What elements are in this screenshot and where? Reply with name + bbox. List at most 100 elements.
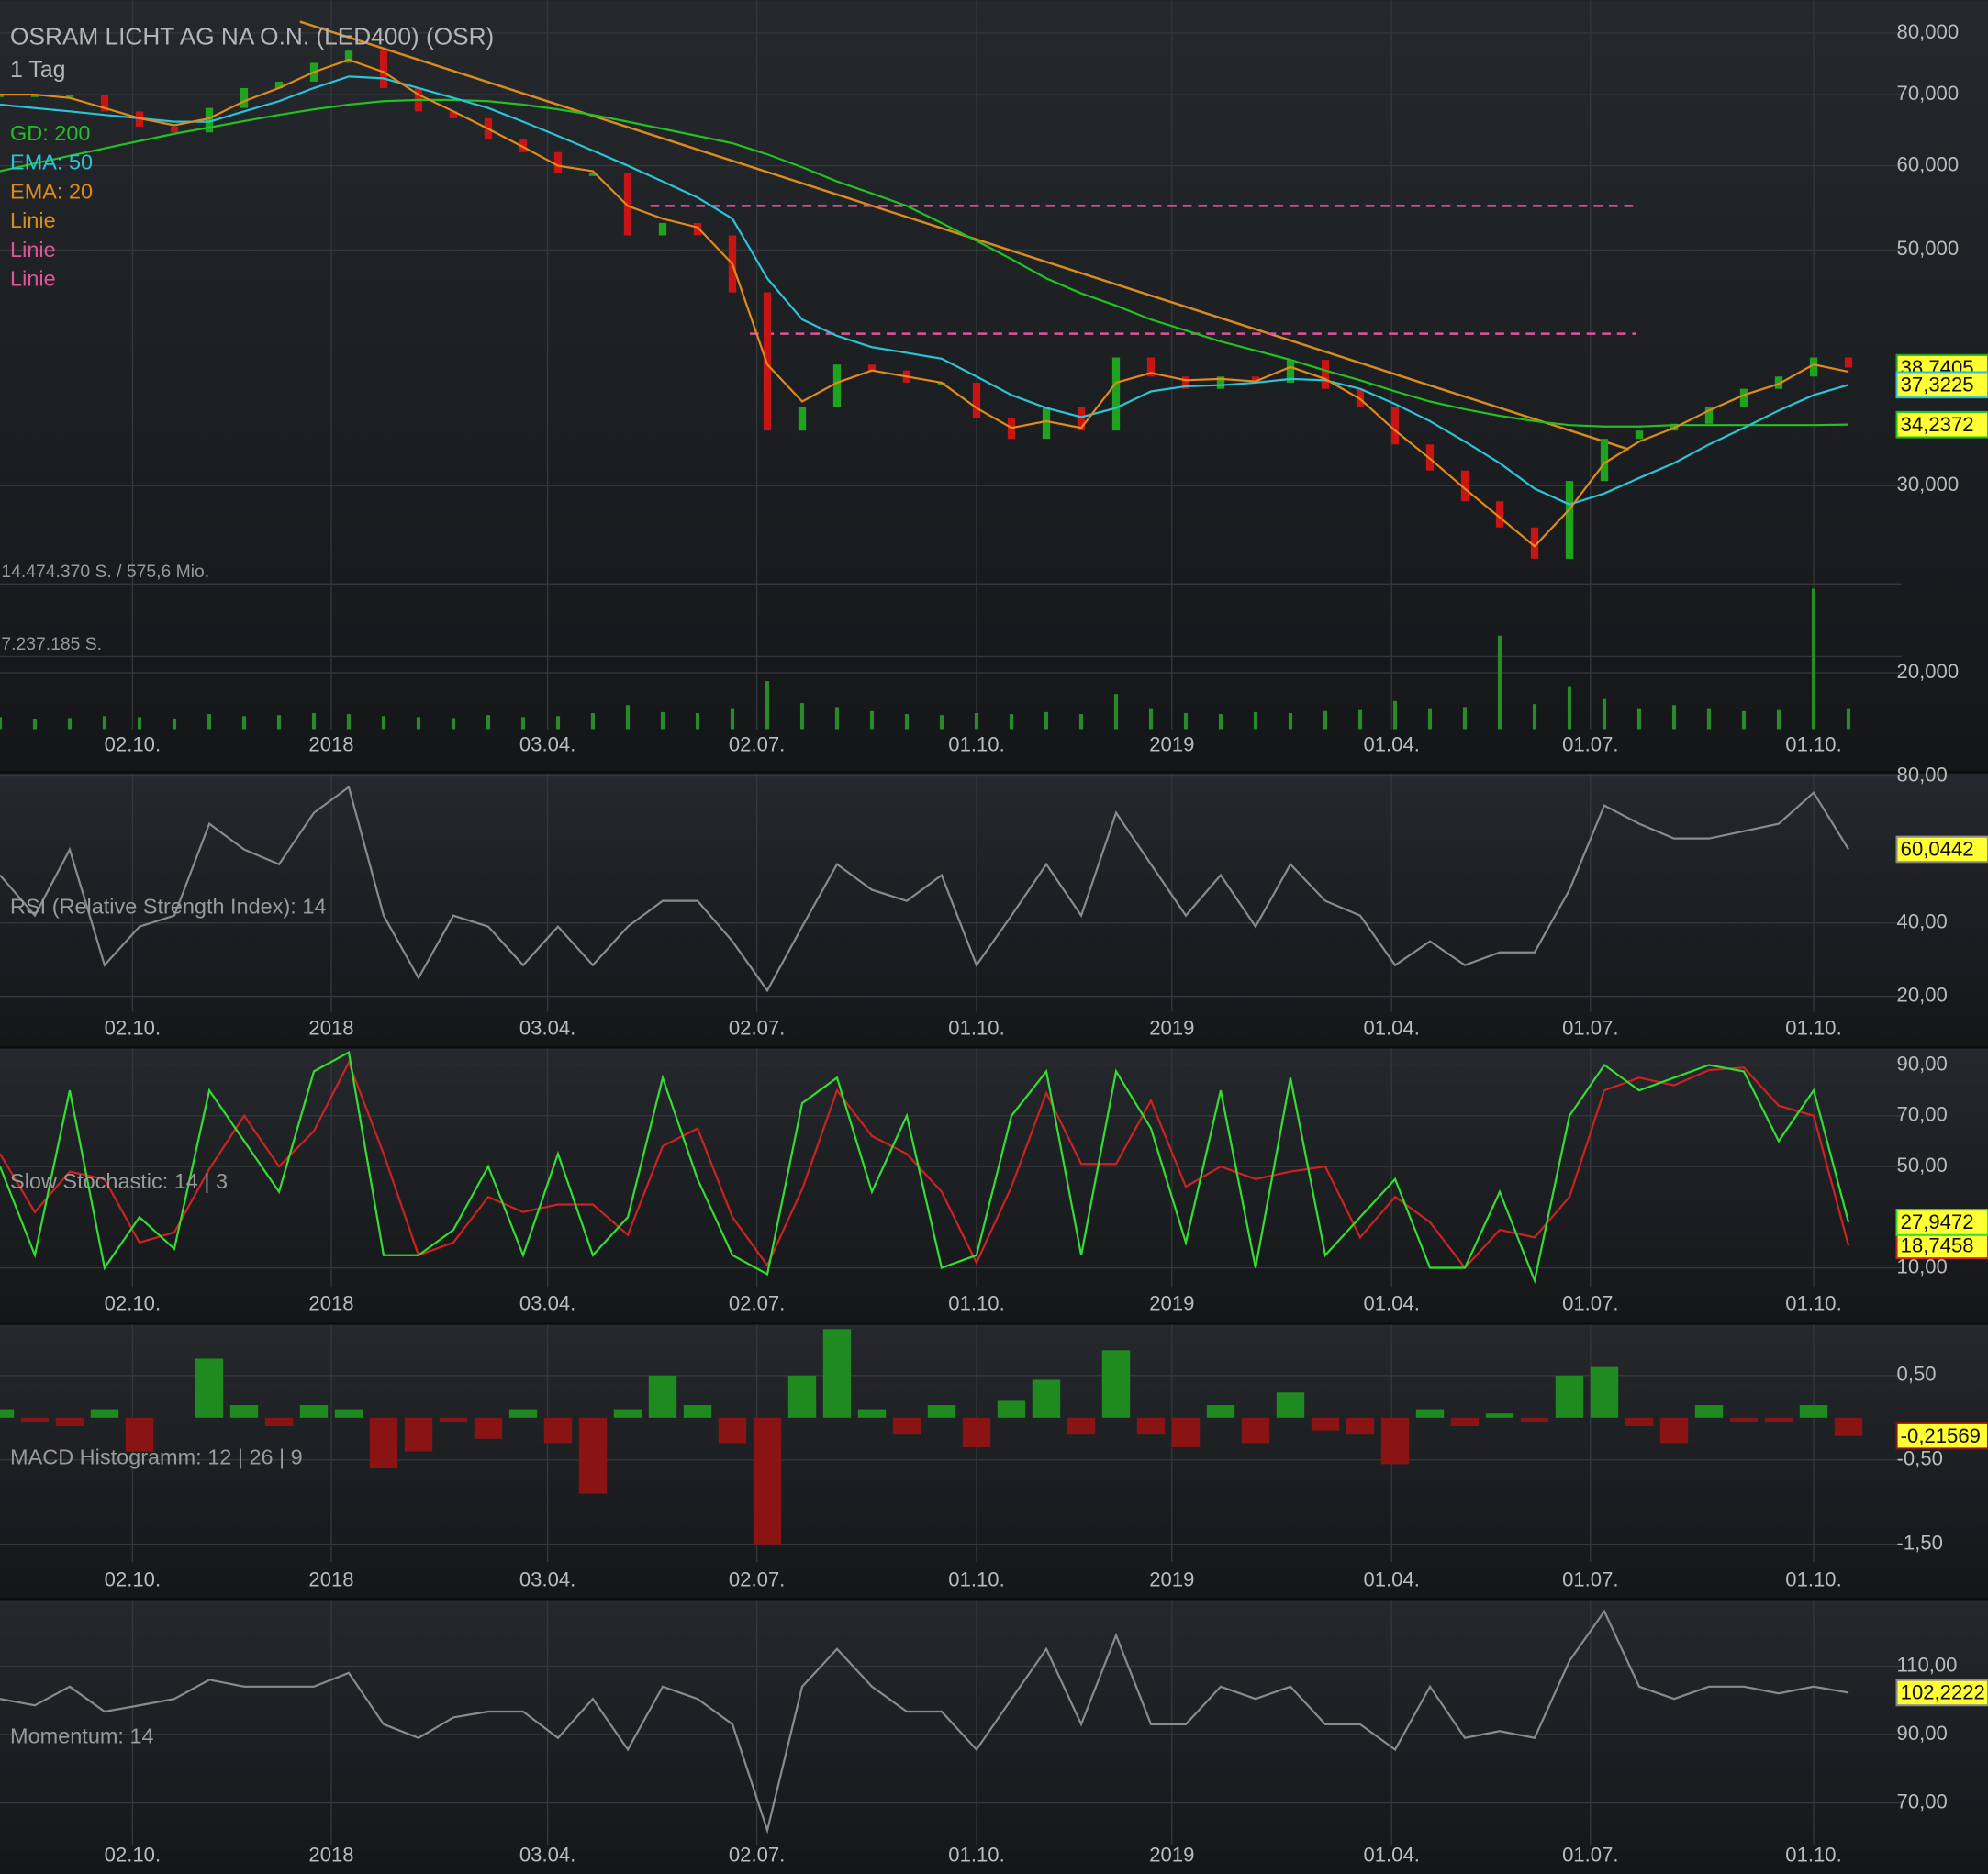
last-value-box	[1895, 410, 1988, 439]
histogram-bar	[299, 1405, 329, 1418]
price-bar	[1460, 470, 1469, 502]
price-bar	[972, 382, 981, 418]
volume-bar	[1706, 708, 1712, 730]
volume-bar	[1009, 714, 1014, 730]
histogram-bar	[90, 1409, 119, 1418]
price-bar	[1111, 357, 1121, 431]
last-value-label: 27,9472	[1901, 1210, 1974, 1233]
x-tick-label: 02.07.	[729, 1568, 785, 1591]
series-line	[0, 1609, 1849, 1835]
price-bar	[0, 95, 5, 97]
histogram-bar	[1764, 1417, 1793, 1422]
x-tick-label: 02.07.	[729, 1017, 785, 1040]
volume-bar	[590, 712, 596, 730]
histogram-bar	[1171, 1417, 1201, 1447]
histogram-bar	[264, 1417, 294, 1427]
histogram-bar	[1101, 1350, 1131, 1418]
histogram-bar	[1032, 1379, 1061, 1418]
histogram-bar	[1555, 1375, 1584, 1418]
price-bar	[1844, 357, 1853, 368]
volume-bar	[1741, 710, 1747, 730]
histogram-bar	[55, 1417, 84, 1427]
last-value-box	[1895, 371, 1988, 399]
x-tick-label: 01.04.	[1363, 1291, 1419, 1314]
legend-entry: GD: 200	[10, 121, 90, 145]
indicator-label: RSI (Relative Strength Index): 14	[10, 894, 326, 918]
price-bar	[449, 111, 458, 118]
price-bar	[658, 222, 667, 236]
x-tick-label: 01.04.	[1363, 732, 1419, 755]
x-tick-label: 03.04.	[519, 1017, 575, 1040]
legend-entry: EMA: 20	[10, 179, 93, 203]
volume-bar	[311, 712, 317, 730]
last-value-label: 18,7458	[1901, 1234, 1974, 1257]
volume-bar	[1323, 710, 1328, 730]
histogram-bar	[718, 1417, 747, 1444]
last-value-label: 37,3225	[1901, 374, 1974, 396]
price-bar	[1809, 357, 1818, 377]
volume-bar	[67, 718, 73, 730]
volume-bar	[834, 707, 840, 730]
histogram-bar	[927, 1405, 956, 1418]
x-tick-label: 03.04.	[519, 1291, 575, 1314]
volume-bar	[346, 714, 352, 730]
volume-bar	[1811, 588, 1816, 730]
y-tick-label: 60,000	[1897, 152, 1960, 175]
price-bar	[1774, 376, 1783, 389]
histogram-bar	[543, 1417, 573, 1444]
price-bar	[1356, 388, 1365, 407]
histogram-bar	[683, 1405, 712, 1418]
y-tick-label: 110,00	[1897, 1653, 1958, 1676]
price-bar	[30, 95, 39, 97]
volume-bar	[1392, 700, 1398, 730]
x-tick-label: 2019	[1149, 732, 1194, 755]
x-tick-label: 01.10.	[948, 1843, 1004, 1866]
price-bar	[1321, 360, 1330, 389]
volume-bar	[1113, 694, 1119, 730]
volume-bar	[1602, 698, 1607, 730]
histogram-bar	[753, 1417, 782, 1545]
indicator-label: MACD Histogramm: 12 | 26 | 9	[10, 1445, 303, 1469]
x-tick-label: 2018	[308, 1568, 353, 1591]
x-tick-label: 02.07.	[729, 732, 785, 755]
histogram-bar	[369, 1417, 398, 1468]
x-tick-label: 2019	[1149, 1017, 1194, 1040]
last-value-box	[1895, 835, 1988, 864]
last-value-label: 60,0442	[1901, 838, 1974, 861]
volume-bar	[939, 715, 944, 730]
legend-entry: Linie	[10, 208, 56, 232]
volume-bar	[695, 712, 700, 730]
histogram-bar	[1485, 1413, 1514, 1418]
volume-bar	[1183, 712, 1189, 730]
volume-bar	[32, 719, 38, 730]
y-tick-label: 90,00	[1897, 1052, 1948, 1075]
y-tick-label: 40,00	[1897, 910, 1948, 933]
histogram-bar	[822, 1329, 852, 1418]
volume-bar	[416, 717, 421, 730]
legend-entry: EMA: 50	[10, 151, 93, 174]
y-tick-label: 30,000	[1897, 473, 1960, 496]
price-bar	[274, 81, 284, 88]
price-bar	[1216, 376, 1225, 389]
histogram-bar	[1729, 1417, 1759, 1422]
y-tick-label: -1,50	[1897, 1532, 1943, 1555]
histogram-bar	[962, 1417, 991, 1447]
x-tick-label: 01.07.	[1562, 1843, 1618, 1866]
volume-bar	[172, 719, 177, 730]
x-tick-label: 01.04.	[1363, 1843, 1419, 1866]
y-tick-label: 20,000	[1897, 660, 1960, 683]
y-tick-label: 20,00	[1897, 984, 1948, 1007]
volume-bar	[765, 681, 770, 730]
price-bar	[1181, 376, 1190, 389]
chart-subtitle: 1 Tag	[10, 57, 65, 83]
price-bar	[1565, 481, 1574, 559]
y-tick-label: 90,00	[1897, 1722, 1948, 1745]
y-tick-label: 50,00	[1897, 1154, 1948, 1177]
volume-bar	[1218, 714, 1223, 730]
price-bar	[1251, 376, 1260, 383]
x-tick-label: 02.10.	[105, 1017, 161, 1040]
x-tick-label: 01.10.	[1785, 1568, 1841, 1591]
volume-bar	[1462, 707, 1468, 730]
histogram-bar	[1450, 1417, 1480, 1427]
x-tick-label: 01.07.	[1562, 732, 1618, 755]
